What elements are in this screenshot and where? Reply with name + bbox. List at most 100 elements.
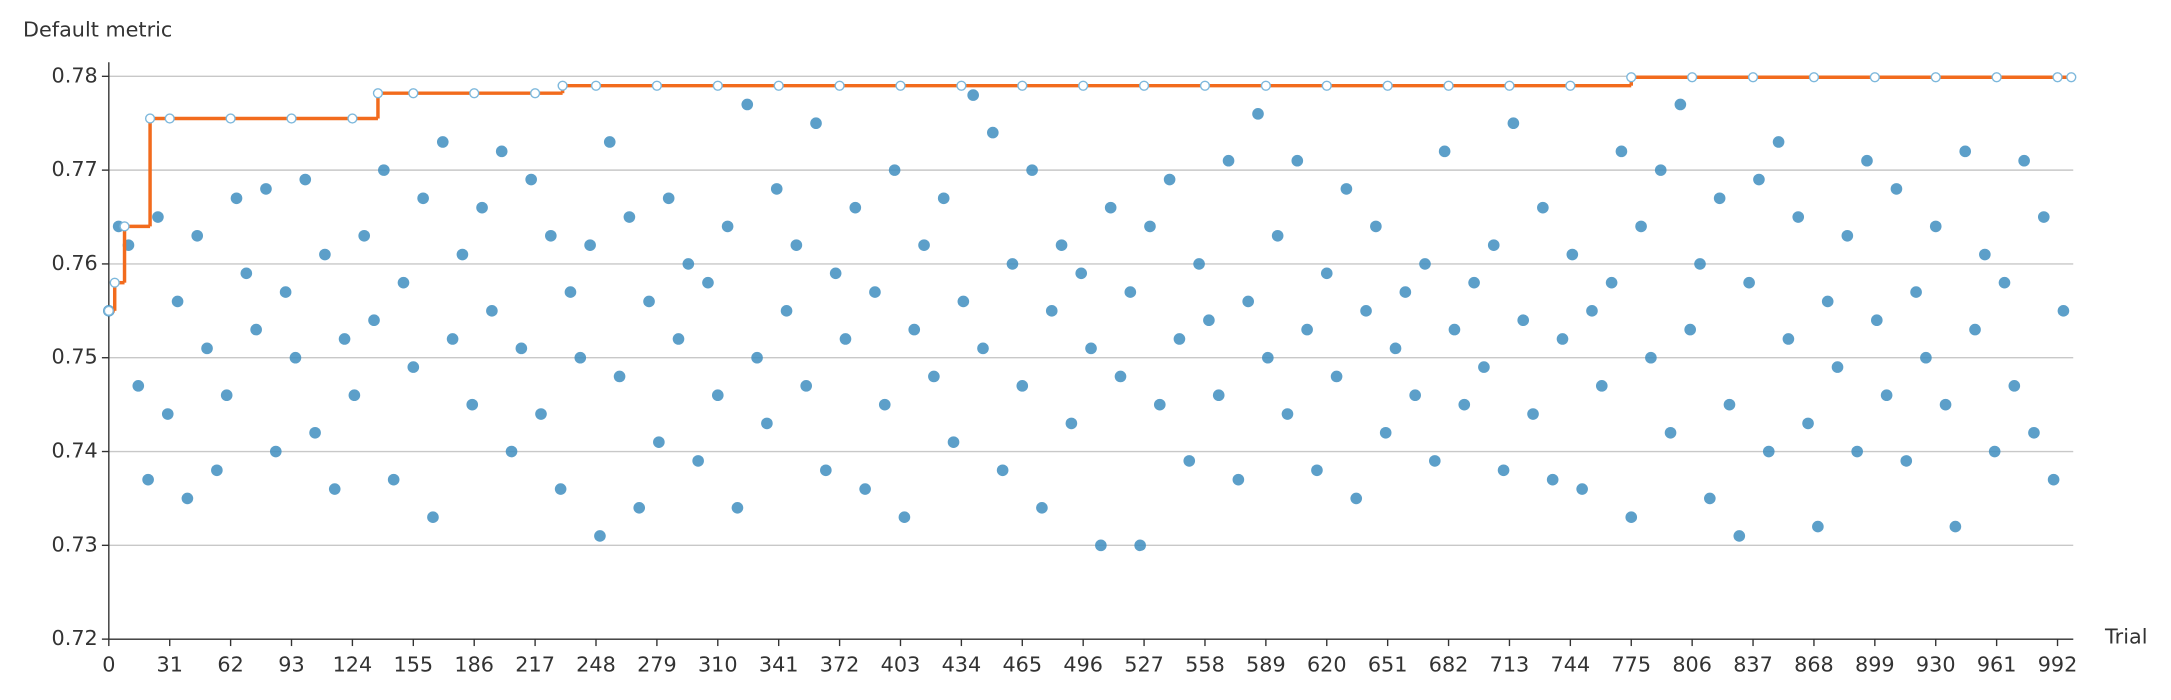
trial-point bbox=[260, 183, 272, 195]
trial-point bbox=[1979, 248, 1991, 261]
trial-point bbox=[1016, 380, 1029, 392]
trial-point bbox=[1173, 333, 1186, 345]
trial-point bbox=[947, 436, 960, 448]
trial-point bbox=[1507, 117, 1520, 130]
trial-point bbox=[1949, 520, 1962, 533]
trial-point bbox=[338, 333, 351, 345]
best-marker bbox=[1930, 72, 1941, 83]
trial-point bbox=[1645, 351, 1657, 364]
trial-point bbox=[918, 239, 930, 251]
trial-point bbox=[279, 286, 292, 298]
best-marker bbox=[1382, 80, 1393, 91]
best-marker bbox=[372, 88, 384, 99]
trial-point bbox=[790, 239, 803, 251]
trial-point bbox=[1104, 201, 1117, 214]
trial-point bbox=[1851, 445, 1863, 458]
best-marker bbox=[557, 80, 568, 91]
trial-point bbox=[289, 351, 302, 364]
best-marker bbox=[1138, 80, 1150, 91]
trial-point bbox=[220, 389, 233, 402]
trial-point bbox=[1841, 229, 1854, 242]
trial-point bbox=[505, 445, 518, 458]
trial-point bbox=[1831, 361, 1844, 373]
x-tick-label: 124 bbox=[333, 652, 373, 676]
trial-point bbox=[967, 89, 979, 101]
trial-point bbox=[1428, 455, 1441, 467]
trial-point bbox=[1517, 314, 1530, 327]
trial-point bbox=[937, 192, 950, 205]
trial-point bbox=[2028, 426, 2040, 439]
best-marker bbox=[1017, 80, 1028, 91]
trial-point bbox=[1664, 426, 1677, 439]
trial-point bbox=[269, 445, 282, 458]
best-marker bbox=[773, 80, 784, 91]
trial-point bbox=[1890, 183, 1903, 195]
trial-point bbox=[358, 229, 371, 242]
y-tick-label: 0.76 bbox=[52, 251, 98, 275]
trial-point bbox=[191, 229, 204, 242]
x-tick-label: 465 bbox=[1002, 652, 1042, 676]
trial-point bbox=[1212, 389, 1225, 402]
trial-point bbox=[1153, 398, 1166, 411]
best-marker bbox=[1443, 80, 1454, 91]
trial-point bbox=[1379, 426, 1392, 439]
trial-point bbox=[1880, 389, 1893, 402]
trial-point bbox=[1291, 154, 1304, 167]
trial-point bbox=[800, 380, 813, 392]
y-axis-label: Default metric bbox=[23, 17, 172, 41]
best-marker bbox=[712, 80, 723, 91]
trial-point bbox=[672, 333, 685, 345]
trial-point bbox=[554, 483, 567, 495]
best-marker bbox=[164, 113, 175, 124]
trial-point bbox=[653, 436, 665, 448]
trial-point bbox=[378, 164, 390, 176]
x-tick-label: 186 bbox=[454, 652, 494, 676]
trial-point bbox=[839, 333, 852, 345]
trial-point bbox=[1311, 464, 1323, 477]
trial-point bbox=[1065, 417, 1078, 430]
trial-point bbox=[1045, 305, 1058, 317]
best-marker bbox=[103, 305, 114, 316]
trial-point bbox=[1900, 455, 1913, 467]
trial-point bbox=[643, 295, 655, 308]
best-marker bbox=[956, 80, 967, 91]
trial-point bbox=[1910, 286, 1922, 298]
trial-point bbox=[1723, 398, 1736, 411]
trial-point bbox=[1812, 520, 1824, 533]
trial-point bbox=[741, 98, 754, 111]
x-tick-label: 651 bbox=[1368, 652, 1408, 676]
best-marker bbox=[225, 113, 236, 124]
x-tick-label: 744 bbox=[1551, 652, 1591, 676]
y-tick-label: 0.77 bbox=[52, 157, 98, 181]
trial-point bbox=[1713, 192, 1726, 205]
trial-point bbox=[1252, 108, 1264, 120]
trial-point bbox=[1959, 145, 1972, 158]
x-tick-label: 403 bbox=[881, 652, 921, 676]
x-tick-label: 961 bbox=[1977, 652, 2017, 676]
trial-point bbox=[1969, 323, 1981, 336]
trial-point bbox=[417, 192, 429, 205]
best-marker bbox=[1565, 80, 1576, 91]
trial-point bbox=[525, 173, 537, 186]
best-marker bbox=[408, 88, 419, 99]
x-tick-label: 31 bbox=[157, 652, 183, 676]
trial-point bbox=[1527, 408, 1539, 420]
trial-point bbox=[1458, 398, 1471, 411]
trial-point bbox=[240, 267, 253, 280]
trial-point bbox=[1232, 473, 1245, 486]
best-marker bbox=[109, 277, 120, 288]
trial-point bbox=[780, 305, 793, 317]
best-marker bbox=[834, 80, 845, 91]
trial-point bbox=[633, 501, 646, 514]
best-marker bbox=[1504, 80, 1515, 91]
trial-point bbox=[2008, 380, 2021, 392]
best-marker bbox=[2066, 72, 2077, 83]
trial-point bbox=[1586, 305, 1598, 317]
trial-point bbox=[682, 258, 695, 270]
trial-point bbox=[1605, 276, 1618, 289]
trial-point bbox=[299, 173, 312, 186]
trial-point bbox=[1409, 389, 1421, 402]
x-tick-label: 558 bbox=[1185, 652, 1225, 676]
x-tick-label: 620 bbox=[1307, 652, 1347, 676]
